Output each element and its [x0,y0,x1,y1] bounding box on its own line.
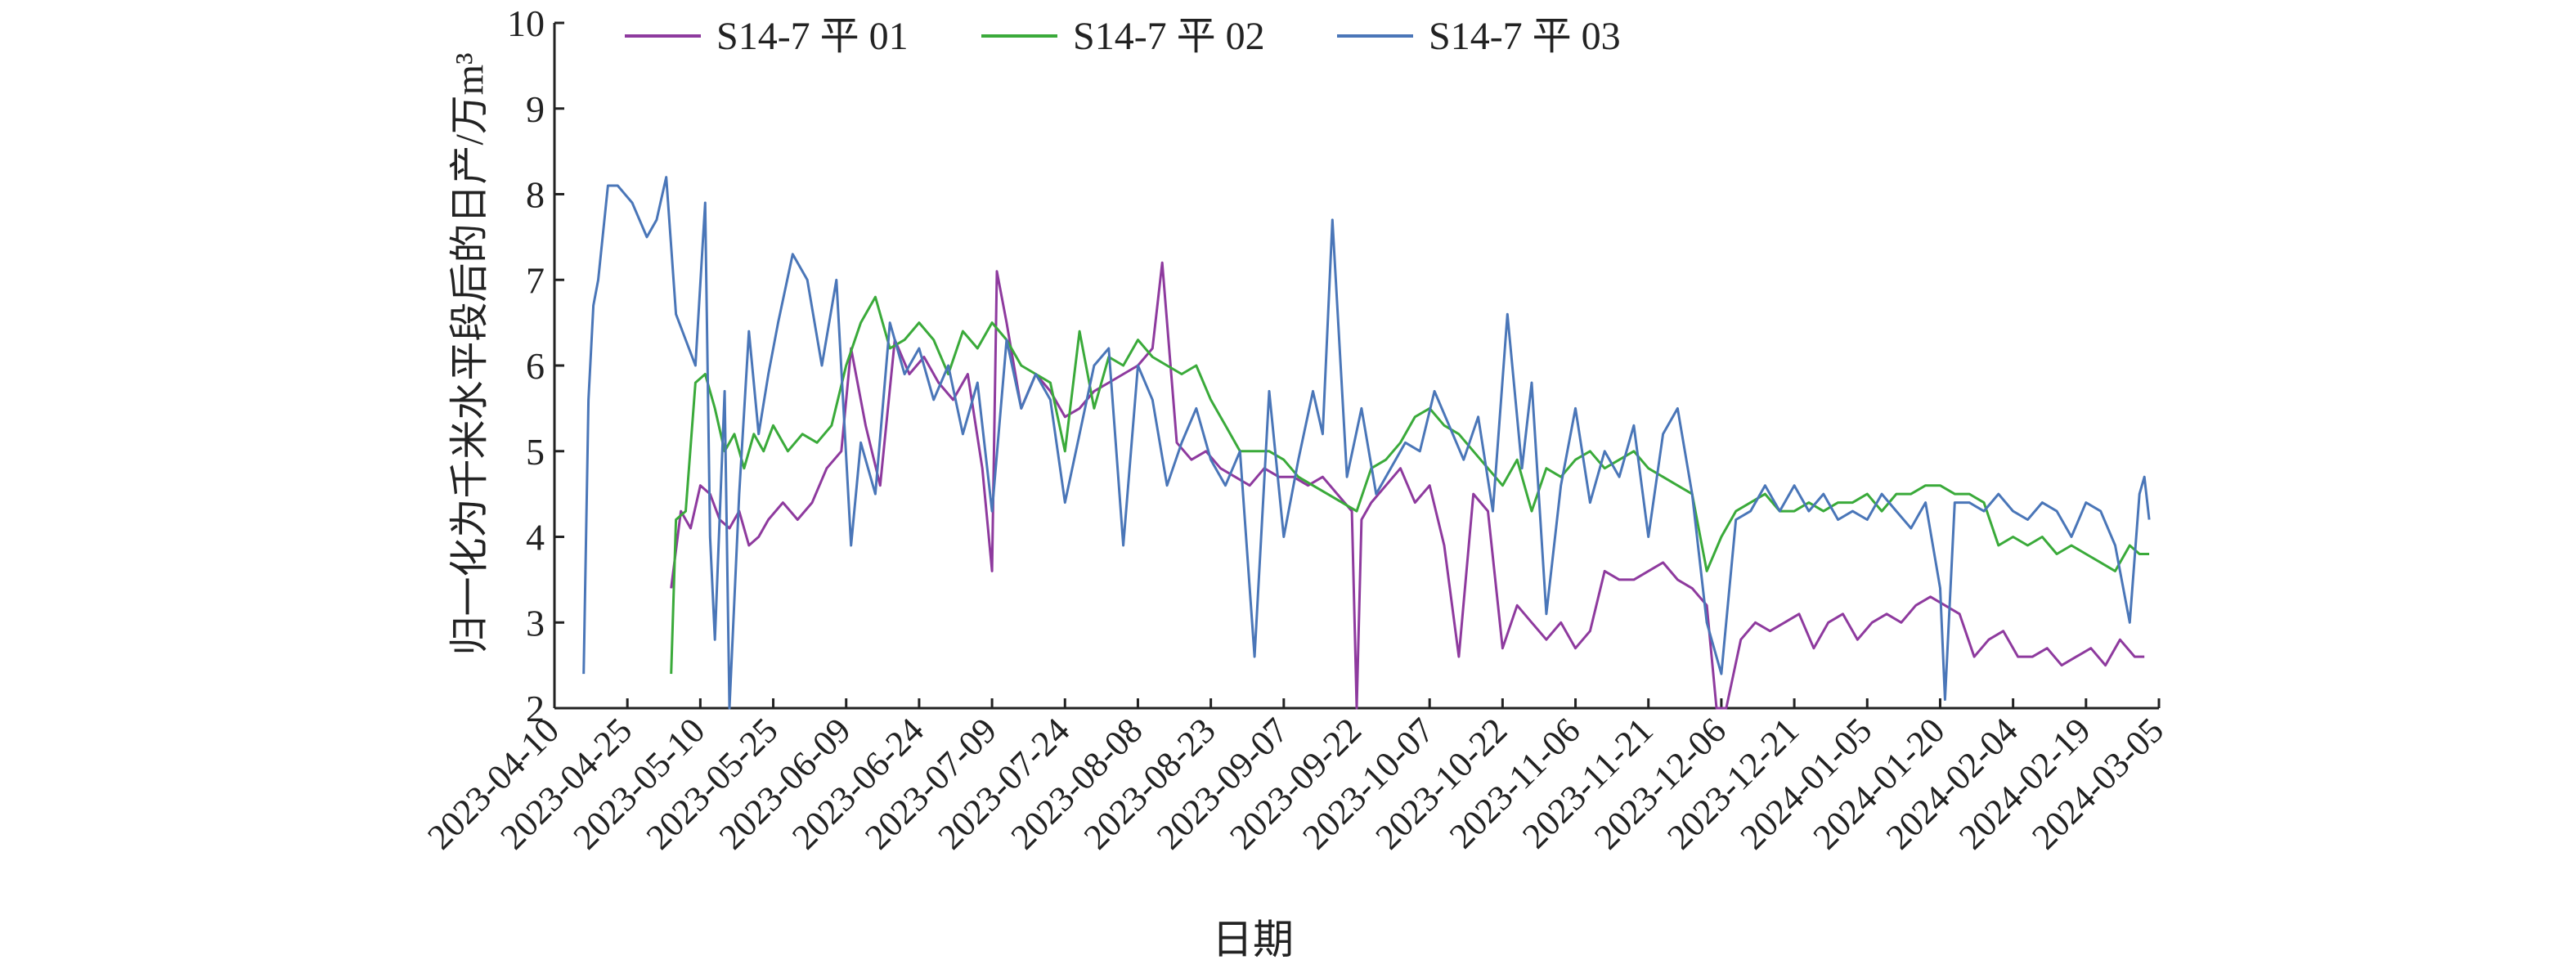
x-axis-label: 日期 [1212,917,1294,962]
series-line-1 [670,261,2145,710]
y-tick-label: 7 [526,259,545,301]
y-axis-label: 归一化为千米水平段后的日产/万m³ [448,52,491,655]
y-tick-label: 2 [526,688,545,729]
series-lines [582,176,2151,710]
legend-label-2: S14-7 平 02 [1073,15,1265,58]
y-tick-label: 8 [526,174,545,216]
y-tick-label: 9 [526,88,545,130]
y-tick-label: 6 [526,345,545,387]
legend-label-3: S14-7 平 03 [1429,15,1621,58]
legend: S14-7 平 01 S14-7 平 02 S14-7 平 03 [625,15,1621,58]
series-line-3 [582,176,2151,710]
axes: 23456789102023-04-102023-04-252023-05-10… [420,2,2171,857]
y-tick-label: 3 [526,602,545,644]
series-line-2 [670,295,2150,675]
legend-label-1: S14-7 平 01 [716,15,909,58]
y-tick-label: 5 [526,431,545,473]
y-tick-label: 4 [526,517,545,559]
y-tick-label: 10 [507,2,545,44]
